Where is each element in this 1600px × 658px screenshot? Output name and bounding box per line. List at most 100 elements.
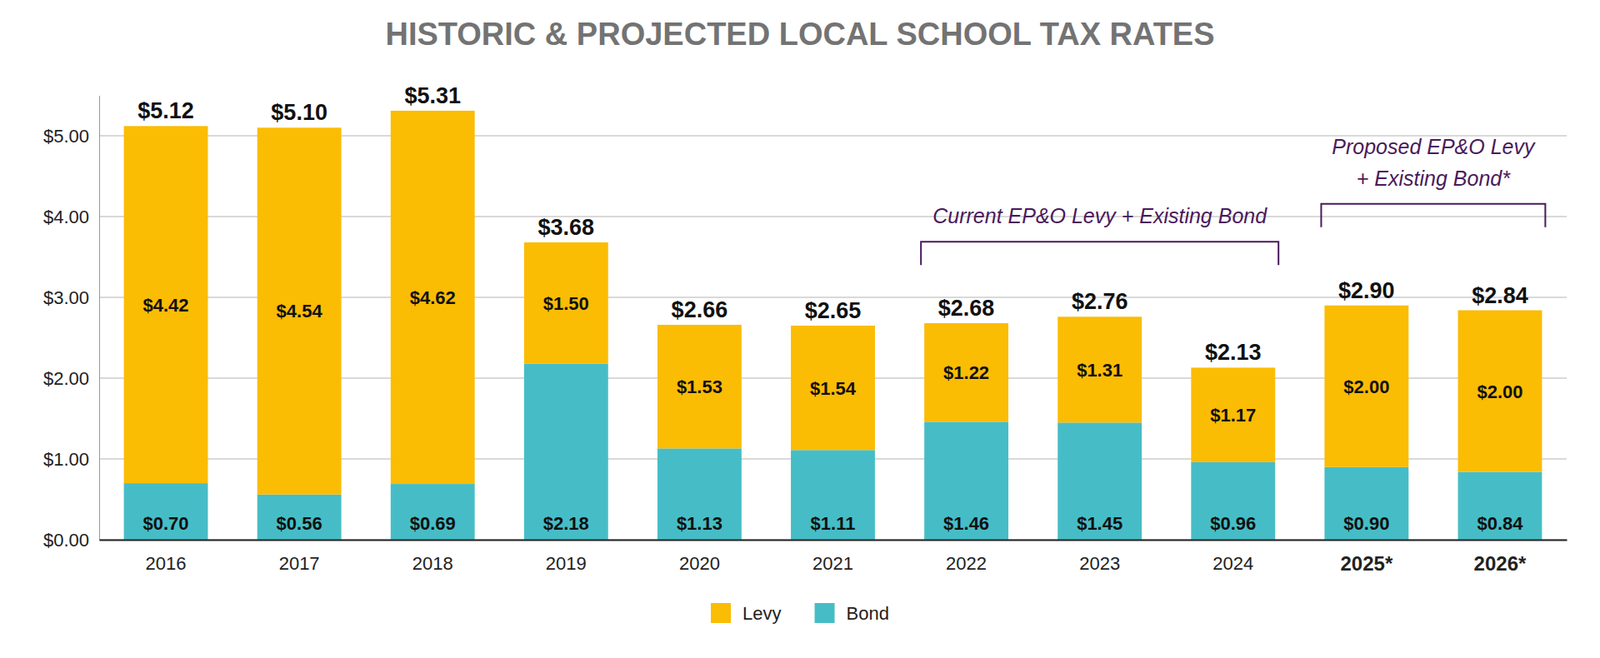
data-label: $0.70 (143, 513, 190, 535)
bar (124, 483, 209, 540)
x-tick: 2025* (1340, 540, 1393, 575)
legend-item: Bond (815, 603, 890, 625)
legend-label: Bond (846, 603, 890, 625)
title: HISTORIC & PROJECTED LOCAL SCHOOL TAX RA… (385, 16, 1215, 52)
total-label: $2.68 (938, 295, 995, 321)
y-tick-label: $5.00 (43, 125, 90, 147)
data-label: $4.42 (143, 295, 190, 316)
total-label: $2.76 (1071, 289, 1129, 315)
legend-item: Levy (710, 603, 781, 625)
annotation-text: Current EP&O Levy + Existing Bond (932, 204, 1268, 228)
bar (257, 495, 342, 540)
bar (1324, 305, 1409, 468)
total-label: $2.66 (671, 297, 729, 323)
data-label: $0.96 (1210, 513, 1256, 535)
total-label: $3.68 (538, 215, 595, 240)
legend-label: Levy (742, 603, 781, 625)
legend: Levy Bond (710, 603, 890, 625)
data-label: $2.00 (1343, 376, 1390, 398)
y-tick: $4.00 (43, 206, 100, 228)
x-tick: 2022 (945, 540, 987, 575)
annotation-text: + Existing Bond* (1356, 166, 1511, 190)
y-tick: $0.00 (43, 530, 100, 551)
bars (124, 110, 1543, 540)
data-label: $1.31 (1076, 360, 1123, 381)
x-tick: 2020 (679, 540, 720, 575)
x-tick-label: 2020 (679, 553, 720, 575)
total-label: $2.84 (1471, 283, 1529, 309)
data-label: $0.56 (276, 513, 323, 535)
data-label: $1.53 (676, 376, 723, 398)
y-tick: $2.00 (43, 368, 100, 390)
bar (1324, 467, 1409, 540)
totals: $5.12$5.10$5.31$3.68$2.66$2.65$2.68$2.76… (137, 83, 1528, 365)
x-tick-label: 2024 (1212, 553, 1254, 575)
x-tick: 2018 (412, 540, 454, 575)
bar (1458, 310, 1543, 473)
y-tick: $1.00 (43, 449, 100, 470)
x-tick: 2023 (1079, 540, 1120, 575)
bar (1190, 367, 1275, 462)
x-tick-label: 2025* (1340, 552, 1393, 575)
x-tick-label: 2018 (412, 553, 454, 575)
data-label: $1.45 (1076, 513, 1123, 535)
data-label: $4.62 (410, 287, 456, 309)
bar (390, 484, 475, 540)
x-tick: 2016 (145, 540, 187, 575)
bar (924, 323, 1009, 422)
y-axis: $0.00 $1.00 $2.00 $3.00 $4.00 $5.00 (43, 95, 100, 551)
bar (124, 125, 209, 484)
data-label: $1.11 (810, 513, 856, 535)
total-label: $5.12 (137, 98, 195, 124)
x-tick: 2021 (812, 540, 854, 575)
total-label: $2.13 (1205, 340, 1262, 365)
y-tick: $3.00 (43, 287, 100, 309)
bracket (1320, 204, 1545, 228)
data-label: $2.00 (1476, 381, 1523, 403)
bar (657, 325, 742, 449)
data-label: $0.84 (1476, 513, 1524, 535)
bar (790, 450, 875, 540)
bar (524, 242, 609, 365)
x-tick-label: 2017 (279, 553, 320, 575)
x-tick: 2026* (1474, 540, 1527, 575)
x-tick-label: 2026* (1474, 552, 1527, 575)
bar (1057, 316, 1142, 423)
data-label: $1.50 (543, 293, 590, 315)
legend-swatch (710, 603, 731, 624)
data-label: $2.18 (543, 513, 590, 535)
bracket (920, 241, 1279, 265)
x-tick: 2019 (545, 540, 587, 575)
y-tick-label: $2.00 (43, 368, 90, 390)
total-label: $2.65 (805, 298, 862, 324)
data-label: $1.46 (943, 513, 990, 535)
data-label: $1.17 (1210, 405, 1256, 426)
x-tick-label: 2023 (1079, 553, 1120, 575)
x-axis: 2016 2017 2018 2019 2020 2021 2022 2023 2024 2025… (100, 540, 1568, 575)
y-axis-line (99, 95, 100, 541)
data-labels: $0.70$0.56$0.69$2.18$1.13$1.11$1.46$1.45… (143, 287, 1525, 535)
bar (1458, 472, 1543, 540)
annotation-text: Proposed EP&O Levy (1331, 135, 1536, 159)
bar (657, 448, 742, 540)
bar (257, 127, 342, 495)
y-tick-label: $3.00 (43, 287, 90, 309)
x-tick-label: 2021 (812, 553, 854, 575)
x-tick-label: 2016 (145, 553, 187, 575)
total-label: $2.90 (1338, 278, 1395, 304)
annotations: Current EP&O Levy + Existing Bond Propose… (920, 135, 1545, 266)
bar (1057, 422, 1142, 540)
bar (390, 110, 475, 485)
y-tick-label: $0.00 (43, 530, 90, 551)
data-label: $1.54 (810, 378, 857, 400)
bar (1190, 462, 1275, 540)
data-label: $1.22 (943, 362, 990, 384)
x-axis-line (100, 540, 1568, 542)
x-tick: 2017 (279, 540, 320, 575)
bar (524, 364, 609, 540)
y-tick-label: $4.00 (43, 206, 90, 228)
data-label: $4.54 (276, 300, 324, 322)
total-label: $5.10 (270, 100, 328, 125)
data-label: $0.69 (410, 513, 456, 535)
y-tick-label: $1.00 (43, 449, 90, 470)
